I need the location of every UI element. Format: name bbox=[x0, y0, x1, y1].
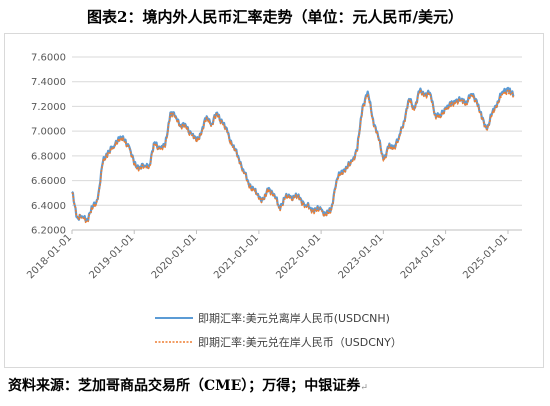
source-text: 资料来源：芝加哥商品交易所（CME）；万得；中银证券 bbox=[8, 378, 361, 394]
y-axis-ticks: 6.2000 6.4000 6.6000 6.8000 7.0000 7.2000 7.40… bbox=[31, 53, 66, 237]
chart-frame bbox=[4, 33, 544, 368]
figure-title: 图表2：境内外人民币汇率走势（单位：元人民币/美元） bbox=[87, 8, 463, 26]
y-tick-label: 7.6000 bbox=[31, 53, 66, 64]
x-axis-ticks: 2018-01-01 2019-01-01 2020-01-01 2021-01-01… bbox=[25, 229, 522, 281]
x-tick-label: 2024-01-01 bbox=[399, 232, 448, 281]
y-tick-label: 6.4000 bbox=[31, 201, 66, 212]
x-tick-label: 2023-01-01 bbox=[337, 232, 386, 281]
x-tick-label: 2018-01-01 bbox=[25, 232, 74, 281]
x-tick-label: 2025-01-01 bbox=[461, 232, 510, 281]
x-tick-label: 2022-01-01 bbox=[274, 232, 323, 281]
y-tick-label: 7.4000 bbox=[31, 77, 66, 88]
grid-lines bbox=[72, 56, 522, 231]
y-tick-label: 7.0000 bbox=[31, 127, 66, 138]
x-tick-label: 2019-01-01 bbox=[87, 232, 136, 281]
x-tick-label: 2021-01-01 bbox=[212, 232, 261, 281]
legend: 即期汇率:美元兑离岸人民币(USDCNH) 即期汇率:美元兑在岸人民币（USDCN… bbox=[155, 311, 402, 349]
series-lines bbox=[71, 86, 515, 224]
y-tick-label: 7.2000 bbox=[31, 102, 66, 113]
series-line-usdcny bbox=[71, 89, 515, 224]
y-tick-label: 6.6000 bbox=[31, 176, 66, 187]
source-note: 资料来源：芝加哥商品交易所（CME）；万得；中银证券↵ bbox=[8, 375, 548, 395]
y-tick-label: 6.2000 bbox=[31, 226, 66, 237]
y-tick-label: 6.8000 bbox=[31, 151, 66, 162]
paragraph-mark: ↵ bbox=[360, 383, 368, 393]
legend-label: 即期汇率:美元兑在岸人民币（USDCNY） bbox=[198, 335, 402, 349]
legend-label: 即期汇率:美元兑离岸人民币(USDCNH) bbox=[198, 311, 390, 325]
x-tick-label: 2020-01-01 bbox=[150, 232, 199, 281]
exchange-rate-chart: 6.2000 6.4000 6.6000 6.8000 7.0000 7.2000 7.40… bbox=[25, 53, 522, 349]
